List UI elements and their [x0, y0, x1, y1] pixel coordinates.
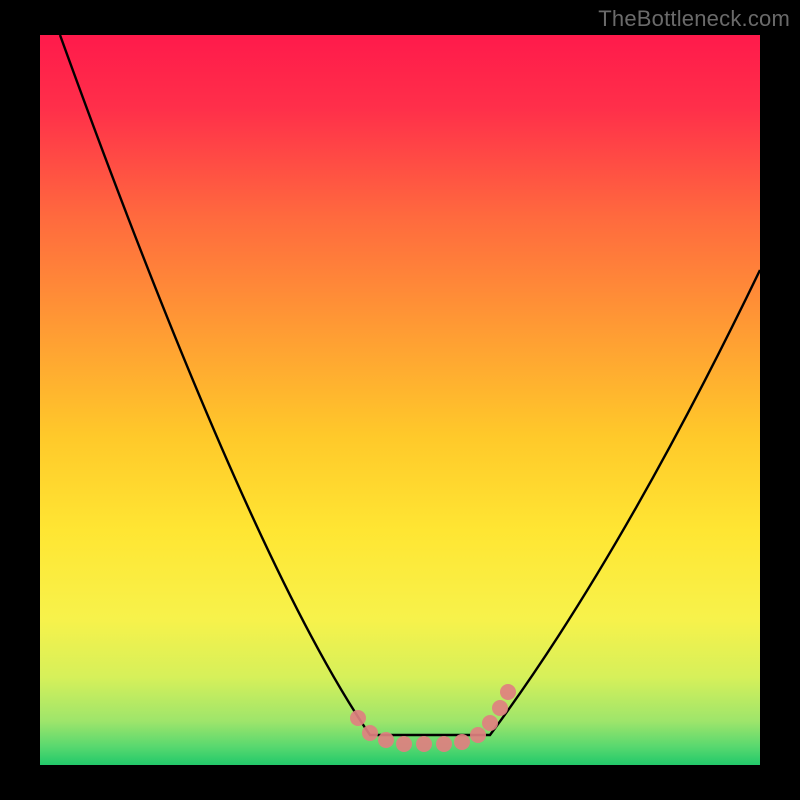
accent-dot [492, 700, 508, 716]
accent-dot [416, 736, 432, 752]
accent-dot [350, 710, 366, 726]
chart-stage: TheBottleneck.com [0, 0, 800, 800]
accent-dot [500, 684, 516, 700]
accent-dot [396, 736, 412, 752]
accent-dot [482, 715, 498, 731]
accent-dot [436, 736, 452, 752]
accent-dot [470, 727, 486, 743]
bottleneck-chart [0, 0, 800, 800]
watermark-text: TheBottleneck.com [598, 6, 790, 32]
plot-background [40, 35, 760, 765]
accent-dot [362, 725, 378, 741]
accent-dot [378, 732, 394, 748]
accent-dot [454, 734, 470, 750]
